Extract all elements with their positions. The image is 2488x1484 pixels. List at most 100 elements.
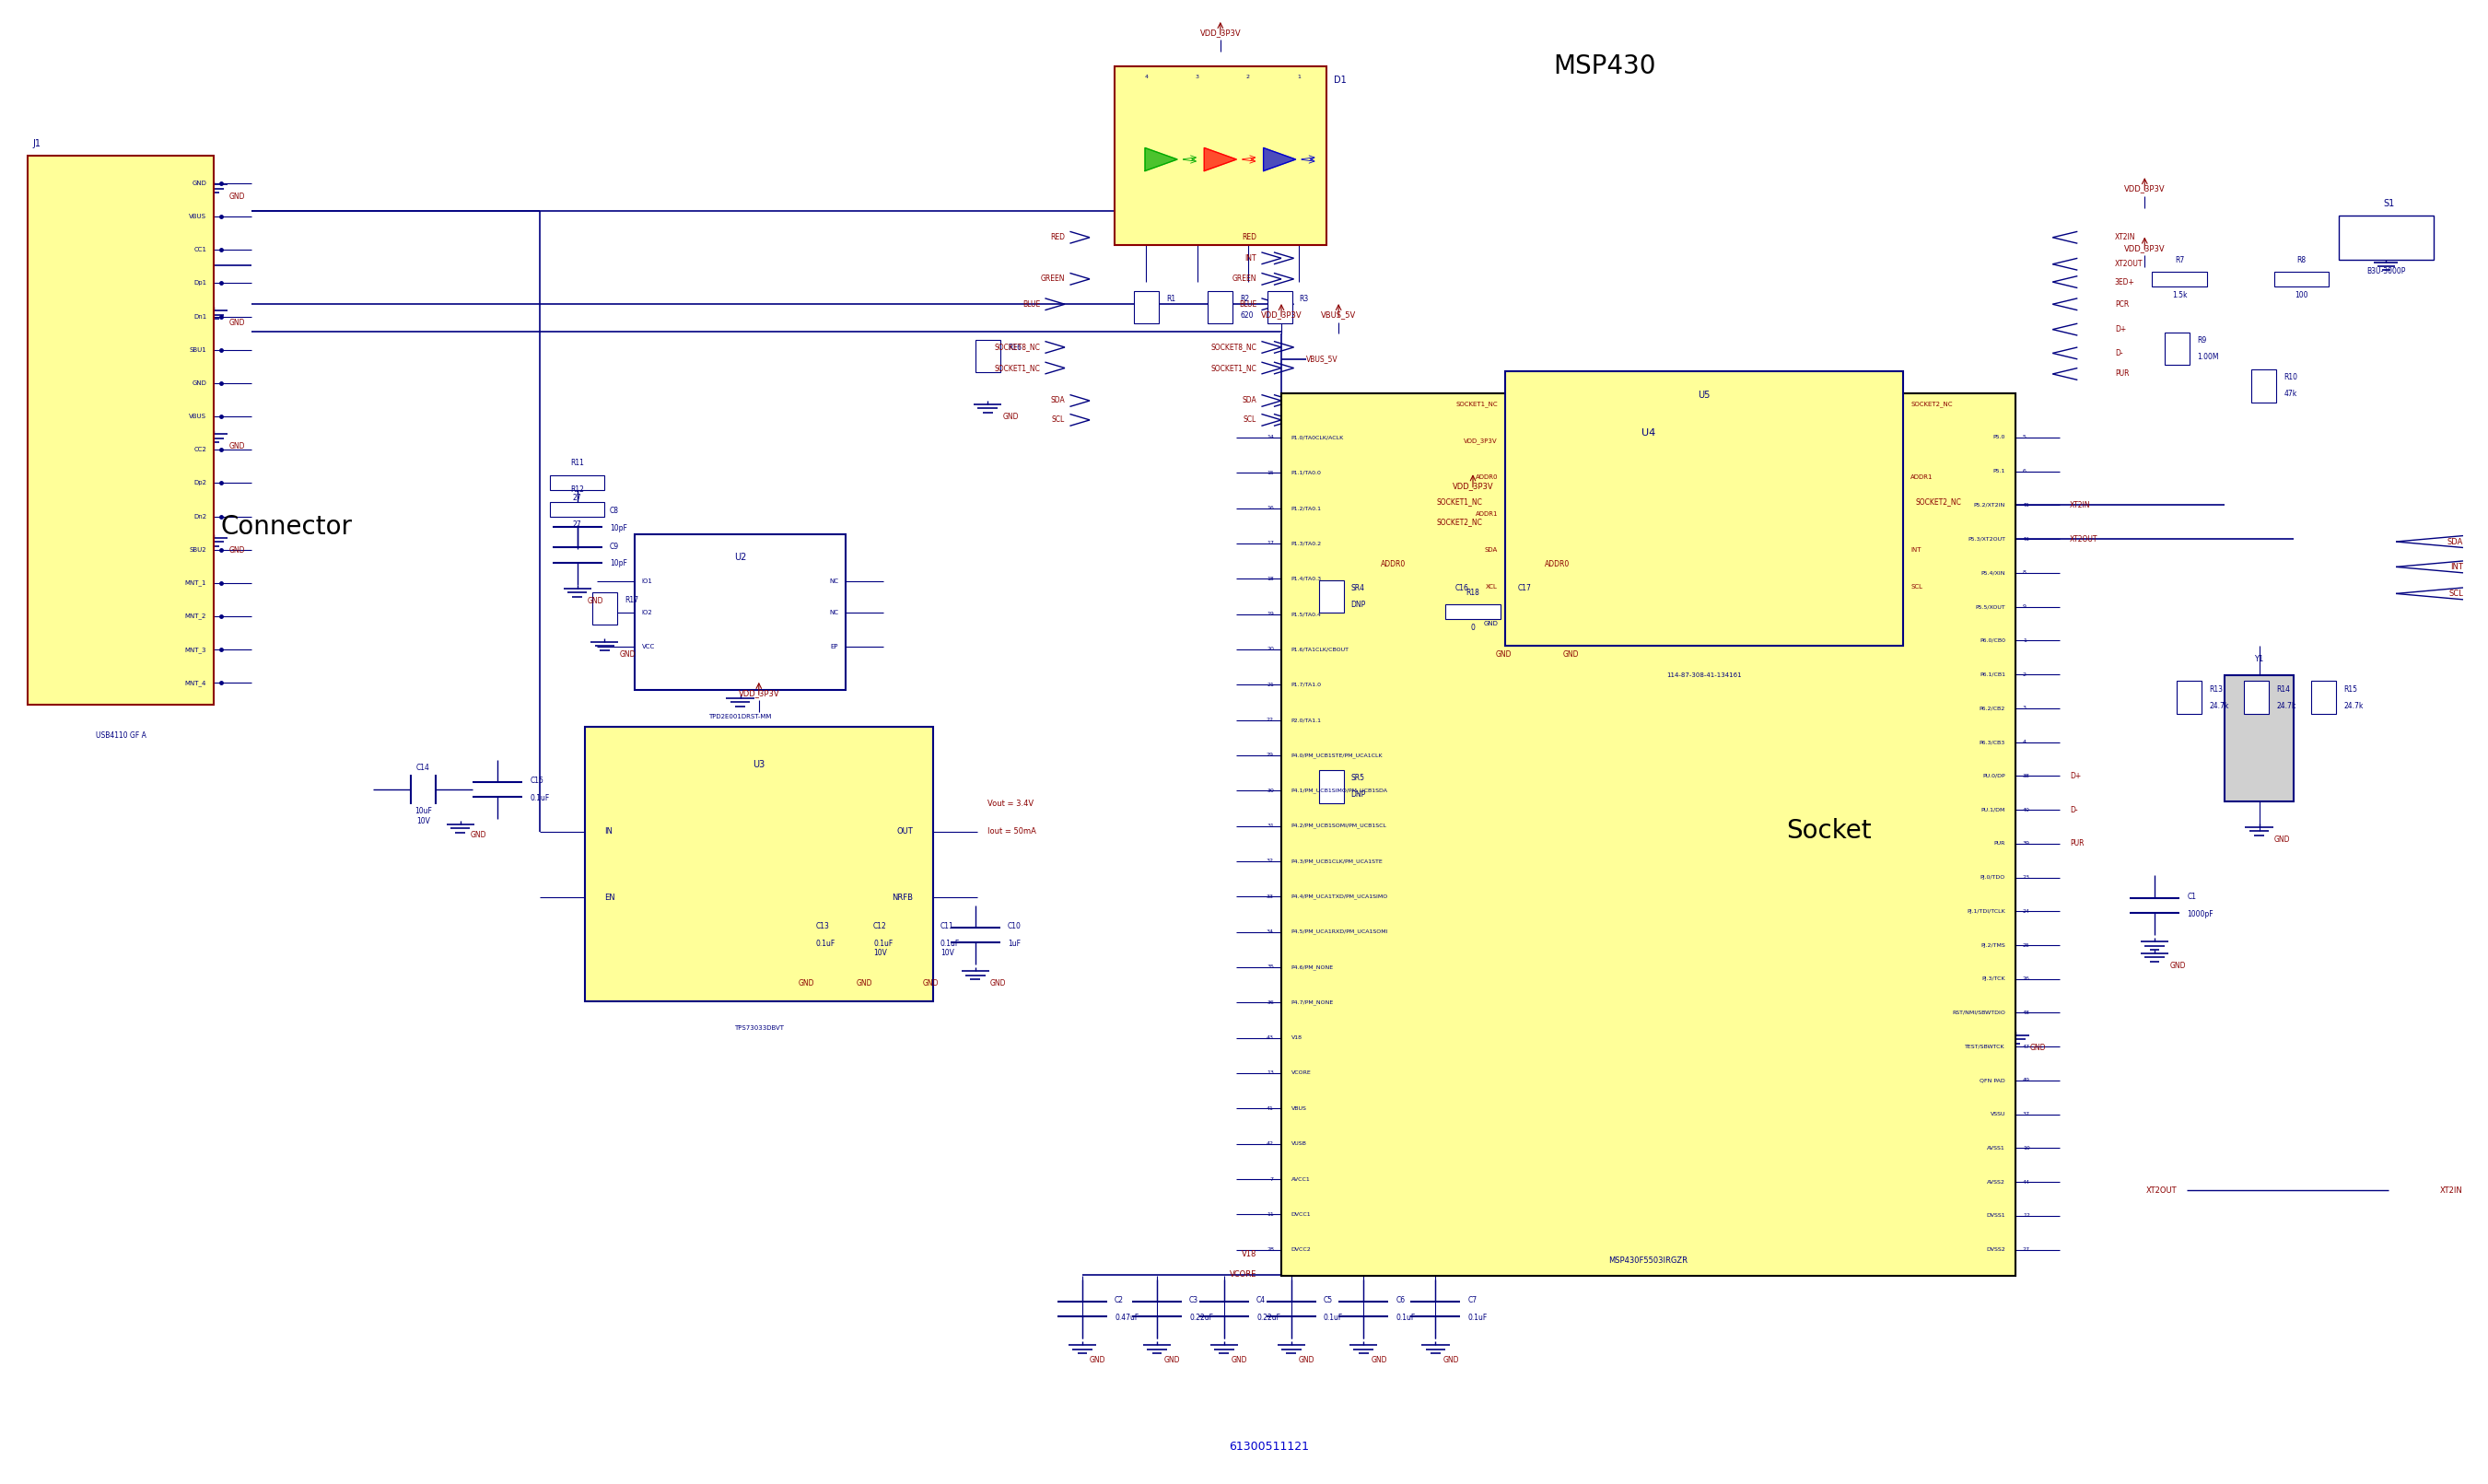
Text: SCL: SCL bbox=[2448, 589, 2463, 598]
Text: R8: R8 bbox=[2296, 255, 2306, 264]
Text: NC: NC bbox=[829, 610, 838, 614]
Text: USB4110 GF A: USB4110 GF A bbox=[95, 732, 147, 741]
Text: GND: GND bbox=[1483, 620, 1498, 626]
Text: 0: 0 bbox=[1470, 623, 1475, 632]
Text: BLUE: BLUE bbox=[1023, 300, 1040, 309]
Text: R15: R15 bbox=[2344, 686, 2359, 693]
Text: 36: 36 bbox=[1266, 1000, 1274, 1005]
Bar bbox=[1266, 291, 1291, 324]
Text: VBUS_5V: VBUS_5V bbox=[1306, 355, 1339, 364]
Text: P5.4/XIN: P5.4/XIN bbox=[1980, 570, 2005, 576]
Text: VUSB: VUSB bbox=[1291, 1141, 1306, 1146]
Text: U5: U5 bbox=[1699, 390, 1709, 399]
Text: C13: C13 bbox=[816, 922, 831, 930]
Text: P6.1/CB1: P6.1/CB1 bbox=[1980, 672, 2005, 677]
Text: 61300511121: 61300511121 bbox=[1229, 1441, 1309, 1453]
Bar bbox=[634, 534, 846, 690]
Text: 45: 45 bbox=[2023, 503, 2030, 508]
Text: MNT_2: MNT_2 bbox=[184, 613, 207, 619]
Text: GND: GND bbox=[2170, 962, 2184, 971]
Text: GND: GND bbox=[990, 979, 1005, 988]
Text: GND: GND bbox=[1562, 650, 1577, 659]
Text: R2: R2 bbox=[1239, 295, 1249, 303]
Text: DVCC1: DVCC1 bbox=[1291, 1212, 1311, 1217]
Text: 0.47uF: 0.47uF bbox=[1115, 1313, 1140, 1322]
Bar bbox=[1505, 371, 1903, 646]
Text: SDA: SDA bbox=[1485, 548, 1498, 554]
Text: U4: U4 bbox=[1642, 429, 1655, 438]
Text: 10uF
10V: 10uF 10V bbox=[415, 807, 430, 825]
Text: DVSS1: DVSS1 bbox=[1985, 1214, 2005, 1218]
Text: D+: D+ bbox=[2070, 772, 2082, 781]
Bar bbox=[1209, 291, 1234, 324]
Text: 24.7k: 24.7k bbox=[2277, 702, 2296, 709]
Text: SBU2: SBU2 bbox=[189, 548, 207, 552]
Text: C14: C14 bbox=[415, 763, 430, 772]
Text: VBUS_5V: VBUS_5V bbox=[1321, 310, 1356, 319]
Text: GND: GND bbox=[1232, 1356, 1246, 1365]
Text: Socket: Socket bbox=[1786, 818, 1871, 844]
Text: SR5: SR5 bbox=[1351, 775, 1366, 782]
Text: SCL: SCL bbox=[1052, 416, 1065, 424]
Bar bbox=[1319, 770, 1344, 803]
Text: DVSS2: DVSS2 bbox=[1985, 1248, 2005, 1252]
Text: EN: EN bbox=[605, 893, 615, 901]
Text: 29: 29 bbox=[1266, 752, 1274, 758]
Text: GND: GND bbox=[923, 979, 938, 988]
Text: Connector: Connector bbox=[221, 513, 351, 540]
Text: 2: 2 bbox=[1246, 74, 1249, 79]
Text: P1.2/TA0.1: P1.2/TA0.1 bbox=[1291, 506, 1321, 510]
Bar bbox=[1319, 580, 1344, 613]
Text: XT2IN: XT2IN bbox=[2441, 1186, 2463, 1195]
Text: VDD_3P3V: VDD_3P3V bbox=[1453, 481, 1493, 490]
Bar bbox=[975, 340, 1000, 372]
Text: R10: R10 bbox=[2284, 374, 2299, 381]
Text: 23: 23 bbox=[2023, 876, 2030, 880]
Text: VCC: VCC bbox=[642, 644, 654, 649]
Text: 0.22uF: 0.22uF bbox=[1189, 1313, 1214, 1322]
Text: C12: C12 bbox=[873, 922, 886, 930]
Text: SR4: SR4 bbox=[1351, 585, 1366, 592]
Text: INT: INT bbox=[1911, 548, 1921, 554]
Text: 27: 27 bbox=[572, 494, 582, 503]
Text: 26: 26 bbox=[2023, 976, 2030, 981]
Text: PCR: PCR bbox=[2115, 300, 2130, 309]
Text: SOCKET8_NC: SOCKET8_NC bbox=[1212, 343, 1256, 352]
Bar bbox=[1281, 393, 2015, 1276]
Text: Dp1: Dp1 bbox=[194, 280, 207, 286]
Text: 4: 4 bbox=[2023, 739, 2025, 745]
Text: 25: 25 bbox=[2023, 942, 2030, 947]
Text: TPD2E001DRST-MM: TPD2E001DRST-MM bbox=[709, 714, 771, 720]
Text: 0.1uF: 0.1uF bbox=[1324, 1313, 1344, 1322]
Text: GREEN: GREEN bbox=[1040, 275, 1065, 283]
Text: P4.5/PM_UCA1RXD/PM_UCA1SOMI: P4.5/PM_UCA1RXD/PM_UCA1SOMI bbox=[1291, 929, 1388, 935]
Text: GND: GND bbox=[1371, 1356, 1386, 1365]
Text: PUR: PUR bbox=[2115, 370, 2130, 378]
Bar bbox=[2311, 681, 2336, 714]
Text: 0.1uF: 0.1uF bbox=[816, 939, 836, 948]
Text: PJ.3/TCK: PJ.3/TCK bbox=[1983, 976, 2005, 981]
Text: Y1: Y1 bbox=[2254, 654, 2264, 663]
Text: D+: D+ bbox=[2115, 325, 2127, 334]
Text: C11: C11 bbox=[940, 922, 953, 930]
Text: C7: C7 bbox=[1468, 1296, 1478, 1304]
Text: 27: 27 bbox=[572, 521, 582, 530]
Text: AVSS1: AVSS1 bbox=[1988, 1146, 2005, 1150]
Text: 1: 1 bbox=[2023, 638, 2025, 643]
Text: 0.1uF: 0.1uF bbox=[530, 794, 550, 803]
Text: C2: C2 bbox=[1115, 1296, 1125, 1304]
Text: 9: 9 bbox=[2023, 604, 2025, 608]
Text: C9: C9 bbox=[610, 542, 620, 551]
Text: DNP: DNP bbox=[1351, 791, 1366, 798]
Bar bbox=[2252, 370, 2277, 402]
Text: C5: C5 bbox=[1324, 1296, 1334, 1304]
Text: TEST/SBWTCK: TEST/SBWTCK bbox=[1966, 1045, 2005, 1049]
Text: GND: GND bbox=[229, 319, 244, 328]
Text: RED: RED bbox=[1242, 233, 1256, 242]
Text: P4.0/PM_UCB1STE/PM_UCA1CLK: P4.0/PM_UCB1STE/PM_UCA1CLK bbox=[1291, 752, 1383, 758]
Text: AVCC1: AVCC1 bbox=[1291, 1177, 1311, 1181]
Text: OUT: OUT bbox=[896, 828, 913, 835]
Text: RED: RED bbox=[1050, 233, 1065, 242]
Text: 1000pF: 1000pF bbox=[2187, 910, 2214, 919]
Text: 620: 620 bbox=[1239, 312, 1254, 319]
